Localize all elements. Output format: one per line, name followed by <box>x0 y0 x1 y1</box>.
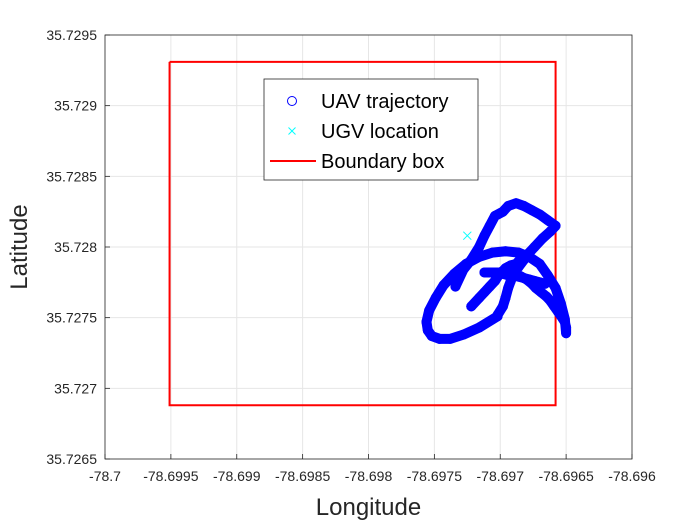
uav-point <box>458 264 469 275</box>
series-layer <box>168 60 572 407</box>
uav-point <box>497 206 508 217</box>
legend: UAV trajectory UGV location Boundary box <box>263 78 479 181</box>
uav-point <box>466 301 477 312</box>
x-tick-label: -78.7 <box>89 468 121 484</box>
uav-point <box>529 242 540 252</box>
x-tick-label: -78.6985 <box>275 468 330 484</box>
uav-point <box>424 305 435 316</box>
y-tick-label: 35.7295 <box>46 27 97 43</box>
ticks: -78.7 -78.6995 -78.699 -78.6985 -78.698 -78.6… <box>46 27 656 484</box>
uav-point <box>526 205 537 216</box>
uav-point <box>500 292 511 303</box>
y-axis-label: Latitude <box>6 204 33 289</box>
legend-uav-marker <box>287 96 297 106</box>
uav-point <box>445 333 456 344</box>
uav-point <box>550 282 561 293</box>
uav-point <box>487 247 498 258</box>
uav-point <box>542 215 553 226</box>
x-tick-label: -78.6995 <box>143 468 198 484</box>
ugv-location-marker <box>462 231 472 241</box>
uav-point <box>479 230 490 241</box>
legend-label-boundary: Boundary box <box>321 151 444 173</box>
uav-point <box>500 246 511 257</box>
y-tick-label: 35.727 <box>54 380 97 396</box>
uav-point <box>555 298 566 309</box>
uav-point <box>534 258 545 269</box>
legend-label-ugv: UGV location <box>321 121 439 143</box>
uav-point <box>434 333 445 344</box>
boundary-box <box>168 60 557 407</box>
y-tick-label: 35.7265 <box>46 451 97 467</box>
uav-point <box>561 328 572 339</box>
x-tick-label: -78.698 <box>345 468 393 484</box>
x-tick-label: -78.699 <box>213 468 261 484</box>
x-tick-label: -78.697 <box>477 468 525 484</box>
x-axis-label: Longitude <box>316 494 421 521</box>
uav-point <box>484 220 495 231</box>
uav-point <box>540 278 551 289</box>
uav-point <box>542 270 553 281</box>
uav-point <box>458 329 469 340</box>
uav-point <box>421 316 432 327</box>
uav-point <box>474 322 485 333</box>
x-tick-label: -78.6965 <box>538 468 593 484</box>
y-tick-label: 35.728 <box>54 239 97 255</box>
uav-point <box>449 268 460 279</box>
uav-point <box>492 309 503 320</box>
uav-point <box>466 254 477 265</box>
uav-point <box>430 292 441 303</box>
uav-point <box>513 256 524 267</box>
uav-point <box>559 314 570 325</box>
x-tick-label: -78.696 <box>608 468 656 484</box>
y-tick-label: 35.7275 <box>46 310 97 326</box>
uav-point <box>550 220 561 231</box>
uav-point <box>534 209 545 220</box>
y-tick-label: 35.7285 <box>46 168 97 184</box>
x-tick-label: -78.6975 <box>407 468 462 484</box>
legend-box <box>263 78 479 181</box>
uav-point <box>537 233 548 244</box>
uav-point <box>497 301 508 312</box>
y-tick-label: 35.729 <box>54 98 97 114</box>
uav-point <box>450 281 461 292</box>
legend-ugv-marker <box>288 127 296 135</box>
uav-point <box>474 242 485 252</box>
uav-point <box>438 280 449 291</box>
legend-label-uav: UAV trajectory <box>321 91 448 113</box>
uav-point <box>489 210 500 221</box>
